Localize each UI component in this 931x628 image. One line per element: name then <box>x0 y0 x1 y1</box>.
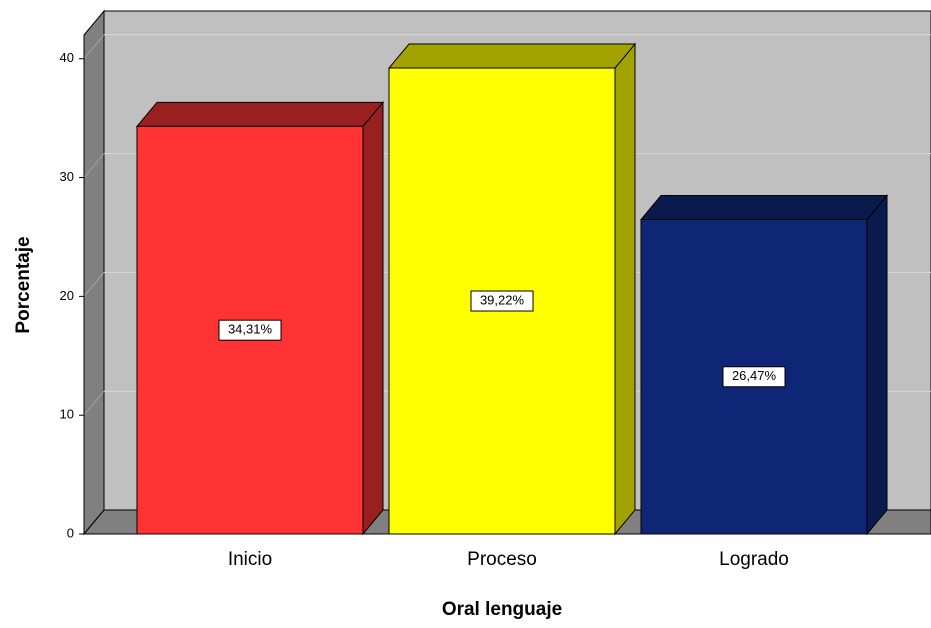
grid-line <box>83 153 105 178</box>
x-tick-label: Proceso <box>467 549 537 570</box>
value-label: 26,47% <box>732 368 777 383</box>
y-axis-title: Porcentaje <box>13 236 34 333</box>
value-label-box <box>722 366 786 388</box>
x-axis-title: Oral lenguaje <box>442 599 562 620</box>
value-label: 34,31% <box>228 322 273 337</box>
x-tick-label: Logrado <box>719 549 789 570</box>
value-label: 39,22% <box>480 292 525 307</box>
bar-top <box>387 43 637 69</box>
side-wall <box>83 9 105 536</box>
y-tick-label: 40 <box>60 50 74 65</box>
y-tick-label: 20 <box>60 288 74 303</box>
bar-top <box>135 101 385 127</box>
y-tick-label: 30 <box>60 169 74 184</box>
grid-line <box>83 390 105 416</box>
y-tick-label: 0 <box>67 525 74 540</box>
y-tick-label: 10 <box>60 407 74 422</box>
value-label-box <box>470 290 534 312</box>
bar-side <box>866 194 888 536</box>
bar-side <box>614 42 636 536</box>
x-tick-label: Inicio <box>228 549 272 570</box>
bar-top <box>639 195 889 221</box>
grid-line <box>83 34 105 60</box>
value-label-box <box>218 319 282 341</box>
grid-line <box>83 272 105 297</box>
bar-side <box>362 100 384 536</box>
